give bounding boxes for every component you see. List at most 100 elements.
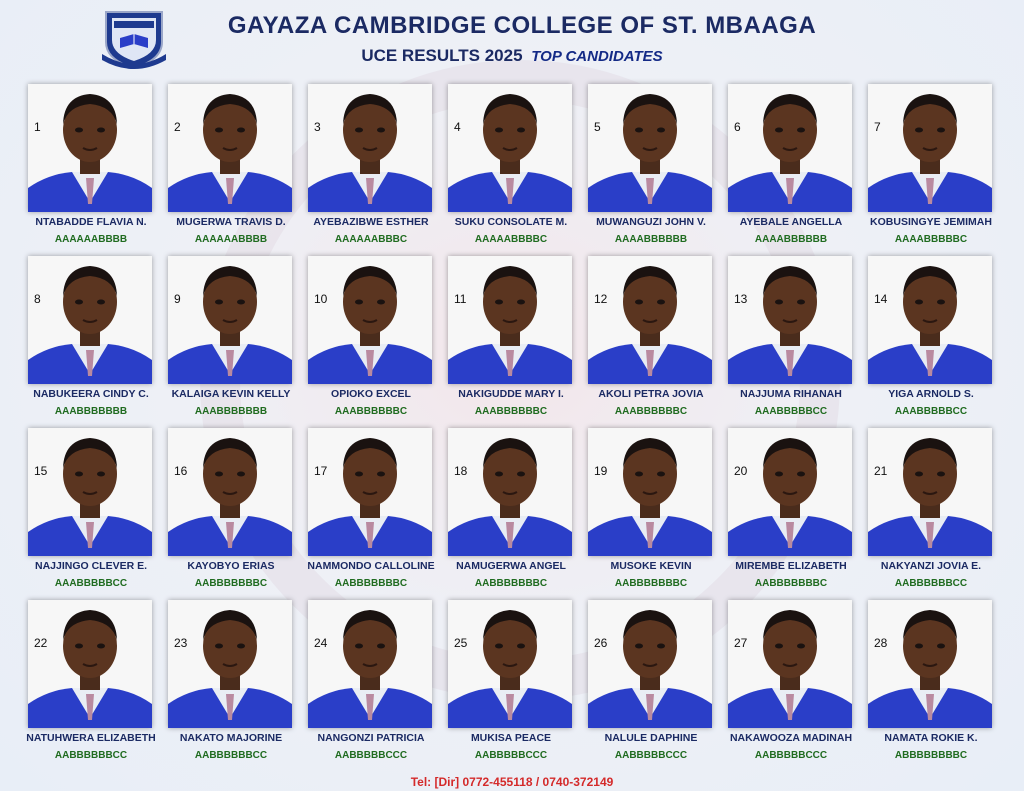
candidate-grades: AAABBBBBBC xyxy=(334,406,408,417)
candidate-name: KALAIGA KEVIN KELLY xyxy=(171,388,291,400)
candidate-name: MIREMBE ELIZABETH xyxy=(735,560,847,572)
candidate-name: NTABADDE FLAVIA N. xyxy=(35,216,147,228)
candidate-photo xyxy=(868,84,992,212)
candidate-name: KOBUSINGYE JEMIMAH xyxy=(870,216,992,228)
candidate-rank: 23 xyxy=(174,636,188,650)
candidate-photo xyxy=(28,256,152,384)
candidate-photo xyxy=(728,84,852,212)
candidate-grades: AAAABBBBBC xyxy=(894,234,968,245)
candidate-photo xyxy=(168,600,292,728)
candidate-photo xyxy=(588,256,712,384)
candidate-name: AYEBAZIBWE ESTHER xyxy=(313,216,429,228)
candidate-photo xyxy=(448,600,572,728)
candidate-rank: 28 xyxy=(874,636,888,650)
candidate-grades: AABBBBBBBC xyxy=(614,578,688,589)
candidate-photo xyxy=(728,600,852,728)
candidate-name: KAYOBYO ERIAS xyxy=(187,560,275,572)
candidate-rank: 14 xyxy=(874,292,888,306)
candidate-card: 2 MUGERWA TRAVIS D. AAAAAABBBB xyxy=(164,82,304,254)
candidate-photo xyxy=(868,428,992,556)
candidate-grades: AABBBBBBCC xyxy=(54,750,128,761)
candidate-grades: AABBBBBBCC xyxy=(894,578,968,589)
candidate-rank: 27 xyxy=(734,636,748,650)
candidate-photo xyxy=(168,256,292,384)
candidate-name: NANGONZI PATRICIA xyxy=(317,732,425,744)
candidate-grades: AAABBBBBBB xyxy=(54,406,128,417)
candidate-name: MUWANGUZI JOHN V. xyxy=(596,216,706,228)
candidate-rank: 8 xyxy=(34,292,41,306)
candidate-card: 23 NAKATO MAJORINE AABBBBBBCC xyxy=(164,598,304,770)
candidate-grades: AAABBBBBCC xyxy=(54,578,128,589)
candidate-name: NAKIGUDDE MARY I. xyxy=(458,388,564,400)
candidate-grades: AAABBBBBCC xyxy=(754,406,828,417)
candidate-name: AYEBALE ANGELLA xyxy=(739,216,843,228)
candidate-grades: ABBBBBBBBC xyxy=(894,750,968,761)
candidate-card: 26 NALULE DAPHINE AABBBBBCCC xyxy=(584,598,724,770)
candidate-rank: 26 xyxy=(594,636,608,650)
candidate-photo xyxy=(448,84,572,212)
candidate-card: 24 NANGONZI PATRICIA AABBBBBCCC xyxy=(304,598,444,770)
candidate-grades: AABBBBBCCC xyxy=(334,750,408,761)
candidate-grades: AAABBBBBBB xyxy=(194,406,268,417)
candidate-photo xyxy=(308,600,432,728)
candidate-card: 25 MUKISA PEACE AABBBBBCCC xyxy=(444,598,584,770)
candidate-name: NAJJUMA RIHANAH xyxy=(740,388,842,400)
candidate-card: 3 AYEBAZIBWE ESTHER AAAAAABBBC xyxy=(304,82,444,254)
candidate-photo xyxy=(588,428,712,556)
candidate-name: NAMATA ROKIE K. xyxy=(884,732,978,744)
candidate-name: NAKATO MAJORINE xyxy=(179,732,283,744)
candidate-name: NAMMONDO CALLOLINE xyxy=(307,560,435,572)
candidate-name: NATUHWERA ELIZABETH xyxy=(26,732,156,744)
school-logo-icon xyxy=(102,11,166,70)
candidate-rank: 16 xyxy=(174,464,188,478)
candidate-photo xyxy=(308,256,432,384)
candidate-rank: 25 xyxy=(454,636,468,650)
candidate-name: NALULE DAPHINE xyxy=(604,732,698,744)
candidate-grades: AABBBBBCCC xyxy=(474,750,548,761)
candidate-photo xyxy=(588,84,712,212)
candidate-photo xyxy=(868,256,992,384)
candidate-rank: 3 xyxy=(314,120,321,134)
candidate-grades: AAAAAABBBB xyxy=(194,234,268,245)
candidate-card: 5 MUWANGUZI JOHN V. AAAABBBBBB xyxy=(584,82,724,254)
candidate-card: 8 NABUKEERA CINDY C. AAABBBBBBB xyxy=(24,254,164,426)
candidate-card: 12 AKOLI PETRA JOVIA AAABBBBBBC xyxy=(584,254,724,426)
candidate-name: OPIOKO EXCEL xyxy=(331,388,411,400)
candidate-rank: 19 xyxy=(594,464,608,478)
candidate-card: 1 NTABADDE FLAVIA N. AAAAAABBBB xyxy=(24,82,164,254)
candidate-rank: 13 xyxy=(734,292,748,306)
top-candidates-label: TOP CANDIDATES xyxy=(531,48,663,65)
candidate-name: NABUKEERA CINDY C. xyxy=(33,388,149,400)
candidate-name: NAMUGERWA ANGEL xyxy=(456,560,566,572)
candidate-grades: AAAAAABBBC xyxy=(334,234,408,245)
candidate-name: MUSOKE KEVIN xyxy=(610,560,692,572)
candidate-grades: AABBBBBBCC xyxy=(194,750,268,761)
candidate-card: 28 NAMATA ROKIE K. ABBBBBBBBC xyxy=(864,598,1004,770)
candidate-card: 9 KALAIGA KEVIN KELLY AAABBBBBBB xyxy=(164,254,304,426)
candidate-rank: 9 xyxy=(174,292,181,306)
candidate-photo xyxy=(588,600,712,728)
candidate-photo xyxy=(28,84,152,212)
candidate-card: 16 KAYOBYO ERIAS AABBBBBBBC xyxy=(164,426,304,598)
candidate-grades: AAABBBBBBC xyxy=(474,406,548,417)
candidate-rank: 2 xyxy=(174,120,181,134)
candidate-photo xyxy=(728,256,852,384)
candidate-rank: 17 xyxy=(314,464,328,478)
candidate-rank: 1 xyxy=(34,120,41,134)
candidate-photo xyxy=(448,256,572,384)
candidate-photo xyxy=(308,428,432,556)
candidate-photo xyxy=(168,428,292,556)
candidate-rank: 7 xyxy=(874,120,881,134)
candidate-rank: 11 xyxy=(454,292,467,306)
candidate-card: 14 YIGA ARNOLD S. AAABBBBBCC xyxy=(864,254,1004,426)
candidate-photo xyxy=(728,428,852,556)
candidate-card: 7 KOBUSINGYE JEMIMAH AAAABBBBBC xyxy=(864,82,1004,254)
candidate-card: 19 MUSOKE KEVIN AABBBBBBBC xyxy=(584,426,724,598)
candidate-grades: AAABBBBBBC xyxy=(614,406,688,417)
school-title: GAYAZA CAMBRIDGE COLLEGE OF ST. MBAAGA xyxy=(227,12,817,39)
candidate-photo xyxy=(308,84,432,212)
candidate-rank: 5 xyxy=(594,120,601,134)
candidate-name: MUKISA PEACE xyxy=(470,732,552,744)
candidate-name: AKOLI PETRA JOVIA xyxy=(598,388,704,400)
candidate-photo xyxy=(868,600,992,728)
